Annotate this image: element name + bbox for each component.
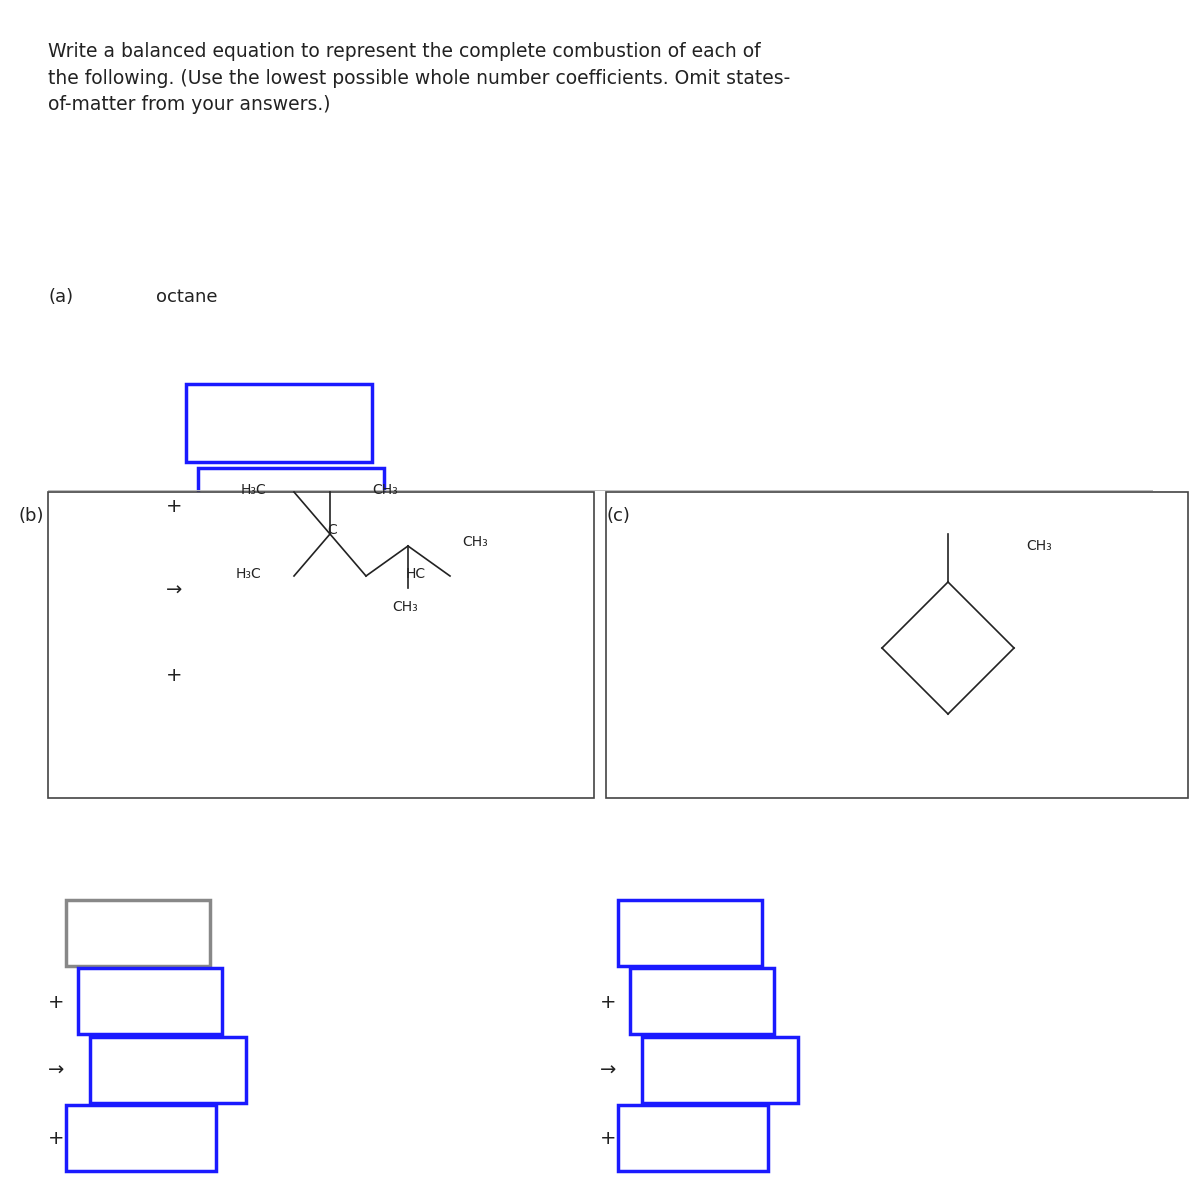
FancyBboxPatch shape bbox=[198, 468, 384, 546]
Text: CH₃: CH₃ bbox=[462, 535, 487, 550]
FancyBboxPatch shape bbox=[186, 384, 372, 462]
Text: +: + bbox=[600, 992, 617, 1012]
Text: CH₃: CH₃ bbox=[392, 600, 419, 614]
FancyBboxPatch shape bbox=[48, 492, 594, 798]
FancyBboxPatch shape bbox=[630, 968, 774, 1034]
FancyBboxPatch shape bbox=[606, 492, 1188, 798]
FancyBboxPatch shape bbox=[66, 1105, 216, 1171]
FancyBboxPatch shape bbox=[66, 900, 210, 966]
Text: (b): (b) bbox=[18, 508, 43, 526]
Text: Write a balanced equation to represent the complete combustion of each of
the fo: Write a balanced equation to represent t… bbox=[48, 42, 791, 114]
Text: octane: octane bbox=[156, 288, 217, 306]
Text: →: → bbox=[48, 1061, 65, 1080]
FancyBboxPatch shape bbox=[90, 1037, 246, 1103]
Text: +: + bbox=[166, 498, 182, 516]
Text: H₃C: H₃C bbox=[236, 566, 262, 581]
Text: +: + bbox=[600, 1129, 617, 1148]
Text: →: → bbox=[600, 1061, 617, 1080]
Text: HC: HC bbox=[406, 566, 426, 581]
Text: +: + bbox=[48, 992, 65, 1012]
FancyBboxPatch shape bbox=[642, 1037, 798, 1103]
Text: CH₃: CH₃ bbox=[1026, 539, 1051, 553]
Text: →: → bbox=[166, 581, 182, 600]
Text: H₃C: H₃C bbox=[241, 482, 266, 497]
FancyBboxPatch shape bbox=[618, 900, 762, 966]
FancyBboxPatch shape bbox=[78, 968, 222, 1034]
Text: (c): (c) bbox=[606, 508, 630, 526]
Text: C: C bbox=[328, 523, 337, 538]
Text: +: + bbox=[48, 1129, 65, 1148]
FancyBboxPatch shape bbox=[186, 636, 372, 714]
Text: (a): (a) bbox=[48, 288, 73, 306]
Text: CH₃: CH₃ bbox=[372, 482, 397, 497]
Text: +: + bbox=[166, 666, 182, 685]
FancyBboxPatch shape bbox=[210, 552, 396, 630]
FancyBboxPatch shape bbox=[618, 1105, 768, 1171]
